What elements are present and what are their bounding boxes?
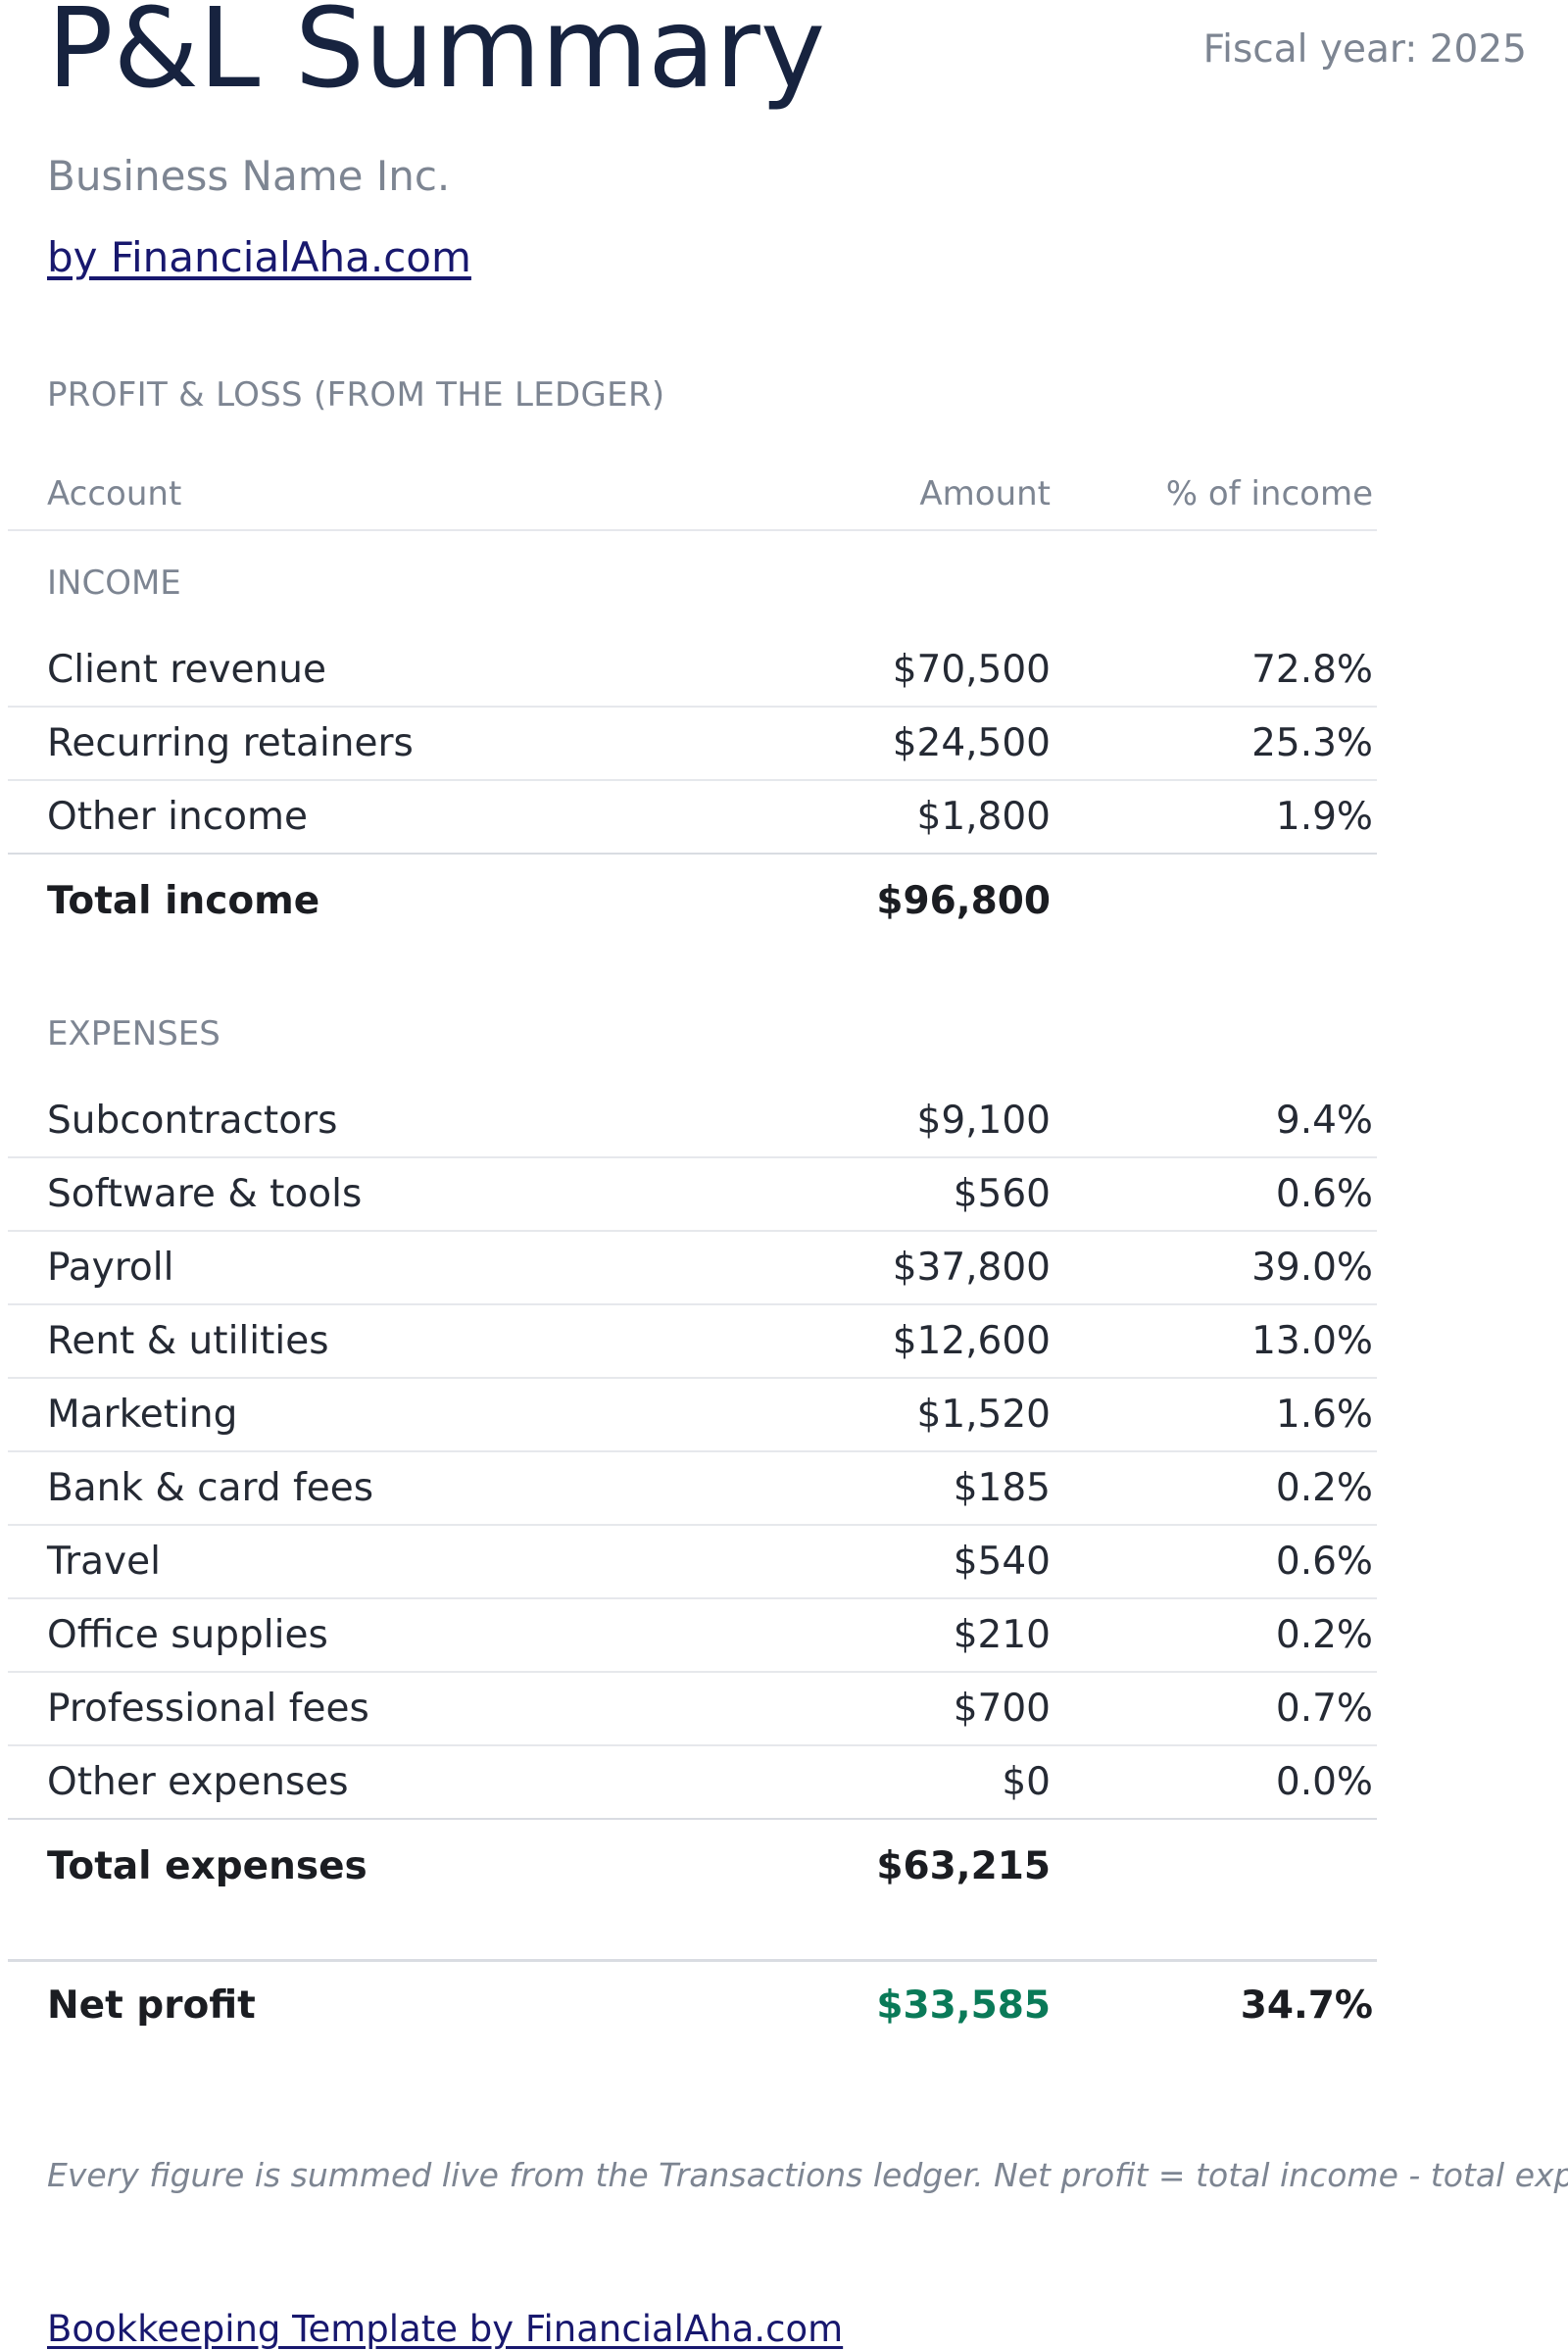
account-name: Software & tools xyxy=(47,1172,363,1216)
account-percent: 0.2% xyxy=(1275,1466,1373,1510)
account-percent: 0.6% xyxy=(1275,1540,1373,1584)
table-row: Travel $540 0.6% xyxy=(8,1526,1377,1599)
table-row: Payroll $37,800 39.0% xyxy=(8,1232,1377,1305)
account-amount: $9,100 xyxy=(916,1099,1051,1143)
account-percent: 1.6% xyxy=(1275,1393,1373,1437)
total-expenses-label: Total expenses xyxy=(47,1843,368,1888)
table-row: Rent & utilities $12,600 13.0% xyxy=(8,1305,1377,1379)
page-title: P&L Summary xyxy=(47,0,826,113)
account-name: Client revenue xyxy=(47,648,326,692)
account-amount: $185 xyxy=(953,1466,1051,1510)
account-name: Travel xyxy=(47,1540,161,1584)
table-row: Bank & card fees $185 0.2% xyxy=(8,1452,1377,1526)
account-amount: $24,500 xyxy=(892,721,1051,765)
account-percent: 25.3% xyxy=(1251,721,1373,765)
account-name: Other expenses xyxy=(47,1760,349,1804)
business-name: Business Name Inc. xyxy=(47,152,451,200)
total-income-row: Total income $96,800 xyxy=(8,855,1377,947)
financialaha-byline-link[interactable]: by FinancialAha.com xyxy=(47,233,471,281)
account-percent: 9.4% xyxy=(1275,1099,1373,1143)
account-name: Other income xyxy=(47,795,308,839)
account-name: Marketing xyxy=(47,1393,238,1437)
account-percent: 0.7% xyxy=(1275,1687,1373,1731)
expenses-heading: EXPENSES xyxy=(47,1013,220,1053)
account-name: Professional fees xyxy=(47,1687,369,1731)
table-row: Professional fees $700 0.7% xyxy=(8,1673,1377,1746)
account-name: Bank & card fees xyxy=(47,1466,374,1510)
account-percent: 0.2% xyxy=(1275,1613,1373,1657)
bookkeeping-template-link[interactable]: Bookkeeping Template by FinancialAha.com xyxy=(47,2308,844,2350)
account-percent: 72.8% xyxy=(1251,648,1373,692)
account-amount: $1,800 xyxy=(916,795,1051,839)
account-name: Rent & utilities xyxy=(47,1319,329,1363)
account-column-header: Account xyxy=(47,474,182,514)
account-name: Recurring retainers xyxy=(47,721,414,765)
percent-column-header: % of income xyxy=(1165,474,1373,514)
account-percent: 0.0% xyxy=(1275,1760,1373,1804)
table-row: Subcontractors $9,100 9.4% xyxy=(8,1085,1377,1158)
table-row: Software & tools $560 0.6% xyxy=(8,1158,1377,1232)
account-percent: 13.0% xyxy=(1251,1319,1373,1363)
expenses-heading-row: EXPENSES xyxy=(8,982,1377,1085)
income-heading-row: INCOME xyxy=(8,531,1377,634)
account-percent: 1.9% xyxy=(1275,795,1373,839)
net-profit-amount: $33,585 xyxy=(876,1983,1051,2028)
account-amount: $0 xyxy=(1002,1760,1051,1804)
account-name: Subcontractors xyxy=(47,1099,338,1143)
table-row: Other income $1,800 1.9% xyxy=(8,781,1377,855)
ledger-summary-note: Every figure is summed live from the Tra… xyxy=(47,2156,1568,2194)
account-amount: $12,600 xyxy=(892,1319,1051,1363)
account-percent: 39.0% xyxy=(1251,1246,1373,1290)
net-profit-row: Net profit $33,585 34.7% xyxy=(8,1962,1377,2048)
table-row: Client revenue $70,500 72.8% xyxy=(8,634,1377,708)
account-amount: $210 xyxy=(953,1613,1051,1657)
account-amount: $700 xyxy=(953,1687,1051,1731)
total-expenses-row: Total expenses $63,215 xyxy=(8,1820,1377,1912)
table-row: Other expenses $0 0.0% xyxy=(8,1746,1377,1820)
account-amount: $560 xyxy=(953,1172,1051,1216)
section-spacer xyxy=(8,947,1377,982)
profit-loss-section-heading: PROFIT & LOSS (FROM THE LEDGER) xyxy=(47,375,665,415)
net-profit-label: Net profit xyxy=(47,1983,256,2028)
net-profit-divider xyxy=(8,1912,1377,1962)
table-row: Office supplies $210 0.2% xyxy=(8,1599,1377,1673)
fiscal-year-label: Fiscal year: 2025 xyxy=(1202,27,1527,72)
table-row: Recurring retainers $24,500 25.3% xyxy=(8,708,1377,781)
account-amount: $540 xyxy=(953,1540,1051,1584)
income-heading: INCOME xyxy=(47,563,181,603)
account-amount: $70,500 xyxy=(892,648,1051,692)
table-row: Marketing $1,520 1.6% xyxy=(8,1379,1377,1452)
account-name: Payroll xyxy=(47,1246,174,1290)
account-amount: $37,800 xyxy=(892,1246,1051,1290)
amount-column-header: Amount xyxy=(919,474,1051,514)
total-income-amount: $96,800 xyxy=(876,878,1051,923)
account-name: Office supplies xyxy=(47,1613,328,1657)
total-income-label: Total income xyxy=(47,878,320,923)
table-header-row: Account Amount % of income xyxy=(8,459,1377,531)
account-percent: 0.6% xyxy=(1275,1172,1373,1216)
total-expenses-amount: $63,215 xyxy=(876,1843,1051,1888)
net-profit-percent: 34.7% xyxy=(1240,1983,1373,2028)
account-amount: $1,520 xyxy=(916,1393,1051,1437)
profit-loss-table: Account Amount % of income INCOME Client… xyxy=(8,459,1377,2048)
